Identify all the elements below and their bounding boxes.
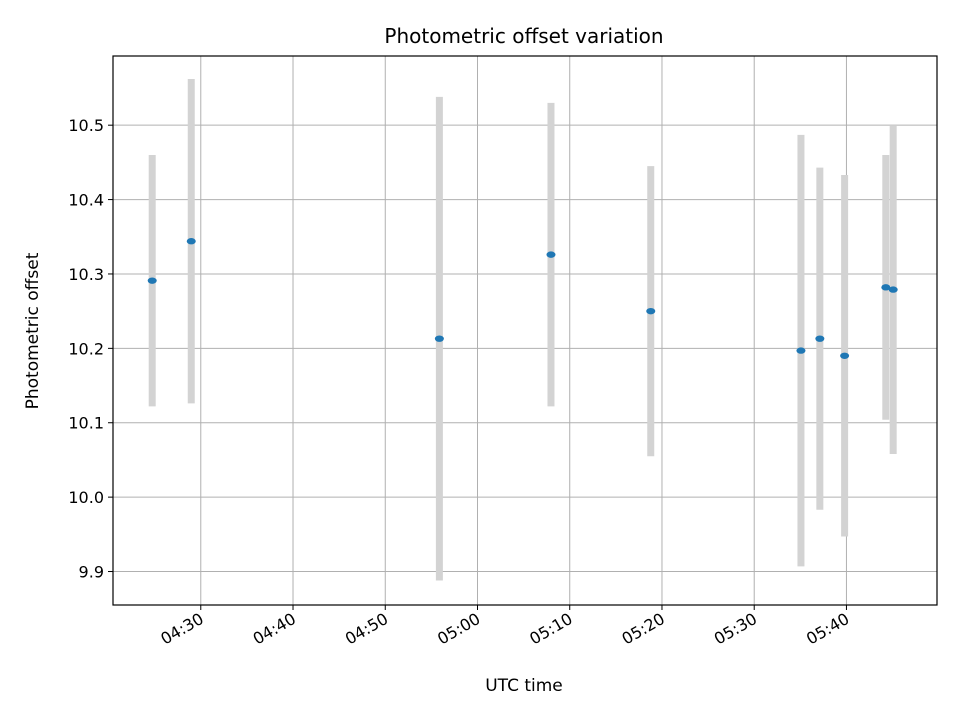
y-tick-label: 10.1 [68, 414, 104, 433]
grid [113, 56, 937, 605]
ticks: 04:30 04:40 04:50 05:00 05:10 05:20 05:30 05:40… [68, 116, 852, 648]
y-tick-label: 10.5 [68, 116, 104, 135]
y-tick-label: 10.3 [68, 265, 104, 284]
y-tick-label: 10.2 [68, 339, 104, 358]
y-tick-label: 10.4 [68, 191, 104, 210]
y-tick-label: 10.0 [68, 488, 104, 507]
data-point [840, 352, 850, 359]
data-point [186, 238, 196, 245]
data-point [888, 286, 898, 293]
chart-title: Photometric offset variation [384, 24, 663, 48]
data-point [815, 335, 825, 342]
x-axis-title: UTC time [485, 676, 563, 696]
data-point [147, 277, 157, 284]
x-tick-label: 05:40 [803, 609, 852, 649]
plot-frame [112, 55, 938, 606]
data-point [546, 251, 556, 258]
y-tick-label: 9.9 [79, 563, 104, 582]
data-points [147, 238, 898, 359]
x-tick-label: 04:40 [250, 609, 299, 649]
x-tick-label: 05:20 [619, 609, 668, 649]
y-axis-title: Photometric offset [23, 252, 43, 409]
data-point [434, 335, 444, 342]
data-point [796, 347, 806, 354]
x-tick-label: 04:50 [342, 609, 391, 649]
error-bars [148, 79, 897, 581]
x-tick-label: 04:30 [157, 609, 206, 649]
x-tick-label: 05:30 [711, 609, 760, 649]
x-tick-label: 05:10 [526, 609, 575, 649]
x-tick-label: 05:00 [434, 609, 483, 649]
data-point [881, 284, 891, 291]
data-point [646, 307, 656, 315]
